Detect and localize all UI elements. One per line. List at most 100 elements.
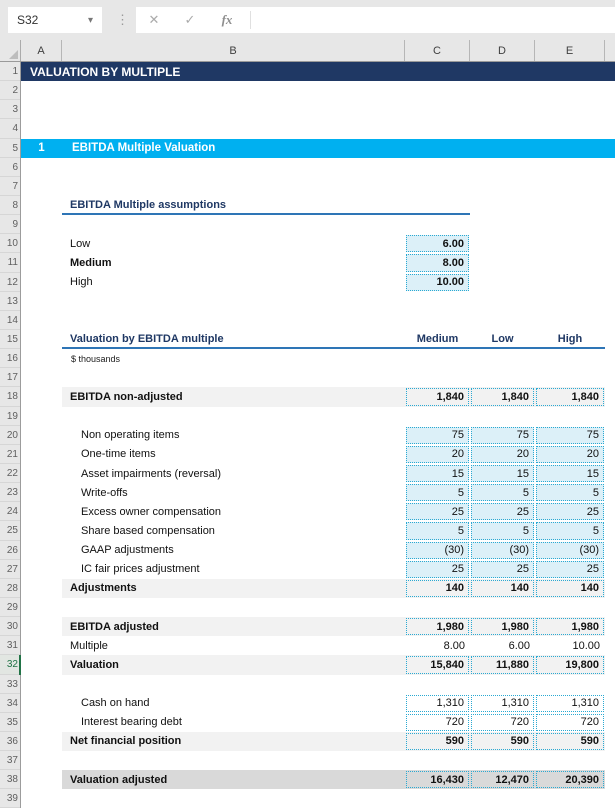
cell-F8[interactable] [605, 196, 615, 215]
cell-C21[interactable]: 20 [405, 445, 470, 464]
value-cell-C23[interactable]: 5 [406, 484, 469, 502]
cell-C37[interactable] [405, 751, 470, 770]
cell-E14[interactable] [535, 311, 605, 330]
cell-E4[interactable] [535, 119, 605, 138]
cell-D25[interactable]: 5 [470, 521, 535, 540]
cell-C3[interactable] [405, 100, 470, 119]
row-label-21[interactable]: One-time items [81, 448, 156, 461]
cell-C26[interactable]: (30) [405, 541, 470, 560]
cell-D18[interactable]: 1,840 [470, 387, 535, 407]
cell-D37[interactable] [470, 751, 535, 770]
row-label-27[interactable]: IC fair prices adjustment [81, 563, 200, 576]
input-cell-C11[interactable]: 8.00 [406, 254, 469, 272]
value-cell-E27[interactable]: 25 [536, 560, 604, 578]
value-cell-C28[interactable]: 140 [406, 579, 469, 597]
cell-C11[interactable]: 8.00 [405, 253, 470, 272]
chevron-down-icon[interactable]: ▾ [87, 14, 93, 26]
cell-E27[interactable]: 25 [535, 560, 605, 579]
cell-B37[interactable] [62, 751, 405, 770]
cell-E19[interactable] [535, 407, 605, 426]
cell-D21[interactable]: 20 [470, 445, 535, 464]
cell-D23[interactable]: 5 [470, 483, 535, 502]
cell-C33[interactable] [405, 675, 470, 694]
row-header-2[interactable]: 2 [0, 81, 21, 101]
cell-E6[interactable] [535, 158, 605, 177]
value-cell-D18[interactable]: 1,840 [471, 388, 534, 406]
value-cell-D21[interactable]: 20 [471, 445, 534, 463]
cell-F24[interactable] [605, 502, 615, 521]
row-header-29[interactable]: 29 [0, 597, 21, 618]
value-cell-C35[interactable]: 720 [406, 713, 469, 731]
cell-C28[interactable]: 140 [405, 578, 470, 598]
col-header-E[interactable]: E [535, 40, 605, 61]
cell-A20[interactable] [21, 426, 62, 445]
cell-F25[interactable] [605, 521, 615, 540]
cell-C17[interactable] [405, 368, 470, 387]
cell-F38[interactable] [605, 770, 615, 789]
cell-D32[interactable]: 11,880 [470, 655, 535, 675]
cell-C14[interactable] [405, 311, 470, 330]
cell-F18[interactable] [605, 387, 615, 406]
units-label[interactable]: $ thousands [71, 353, 121, 364]
cell-E31[interactable]: 10.00 [572, 639, 600, 652]
row-header-11[interactable]: 11 [0, 253, 21, 273]
table-header-label[interactable]: Valuation by EBITDA multiple [70, 332, 224, 345]
row-header-23[interactable]: 23 [0, 483, 21, 503]
cell-A16[interactable] [21, 349, 62, 368]
row-header-4[interactable]: 4 [0, 119, 21, 139]
cell-C9[interactable] [405, 215, 470, 234]
row-header-35[interactable]: 35 [0, 712, 21, 732]
row-label-26[interactable]: GAAP adjustments [81, 544, 174, 557]
cell-A37[interactable] [21, 751, 62, 770]
cell-E21[interactable]: 20 [535, 445, 605, 464]
cell-F23[interactable] [605, 483, 615, 502]
row-label-36[interactable]: Net financial position [62, 731, 405, 752]
cell-A14[interactable] [21, 311, 62, 330]
value-cell-E21[interactable]: 20 [536, 445, 604, 463]
cell-E29[interactable] [535, 598, 605, 617]
cell-D13[interactable] [470, 292, 535, 311]
row-header-8[interactable]: 8 [0, 195, 21, 216]
value-cell-D20[interactable]: 75 [471, 426, 534, 444]
formula-input[interactable] [255, 7, 615, 33]
cell-F22[interactable] [605, 464, 615, 483]
value-cell-D24[interactable]: 25 [471, 503, 534, 521]
row-label-20[interactable]: Non operating items [81, 429, 180, 442]
value-cell-E20[interactable]: 75 [536, 426, 604, 444]
row-label-25[interactable]: Share based compensation [81, 524, 215, 537]
col-header-medium[interactable]: Medium [416, 332, 459, 345]
row-header-15[interactable]: 15 [0, 329, 21, 350]
value-cell-D34[interactable]: 1,310 [471, 694, 534, 712]
cell-A30[interactable] [21, 617, 62, 636]
value-cell-C22[interactable]: 15 [406, 464, 469, 483]
row-label-23[interactable]: Write-offs [81, 486, 128, 499]
value-cell-E28[interactable]: 140 [536, 579, 604, 597]
cell-C6[interactable] [405, 158, 470, 177]
cell-E10[interactable] [535, 234, 605, 253]
value-cell-C27[interactable]: 25 [406, 560, 469, 578]
row-label-22[interactable]: Asset impairments (reversal) [81, 467, 221, 480]
cell-F31[interactable] [605, 636, 615, 655]
cell-C18[interactable]: 1,840 [405, 387, 470, 407]
cell-B29[interactable] [62, 598, 405, 617]
cell-E25[interactable]: 5 [535, 521, 605, 540]
cell-E9[interactable] [535, 215, 605, 234]
cell-A4[interactable] [21, 119, 62, 138]
row-header-24[interactable]: 24 [0, 502, 21, 522]
cell-A10[interactable] [21, 234, 62, 253]
cell-B14[interactable] [62, 311, 405, 330]
row-header-7[interactable]: 7 [0, 176, 21, 196]
cell-D34[interactable]: 1,310 [470, 694, 535, 713]
value-cell-E25[interactable]: 5 [536, 522, 604, 540]
cell-D10[interactable] [470, 234, 535, 253]
row-label-28[interactable]: Adjustments [62, 578, 405, 598]
cell-C38[interactable]: 16,430 [405, 770, 470, 790]
cell-F28[interactable] [605, 579, 615, 598]
cell-D30[interactable]: 1,980 [470, 617, 535, 637]
col-header-C[interactable]: C [405, 40, 470, 61]
cell-D17[interactable] [470, 368, 535, 387]
cell-D29[interactable] [470, 598, 535, 617]
col-header-D[interactable]: D [470, 40, 535, 61]
cell-E35[interactable]: 720 [535, 713, 605, 732]
col-header-high[interactable]: High [557, 332, 583, 345]
